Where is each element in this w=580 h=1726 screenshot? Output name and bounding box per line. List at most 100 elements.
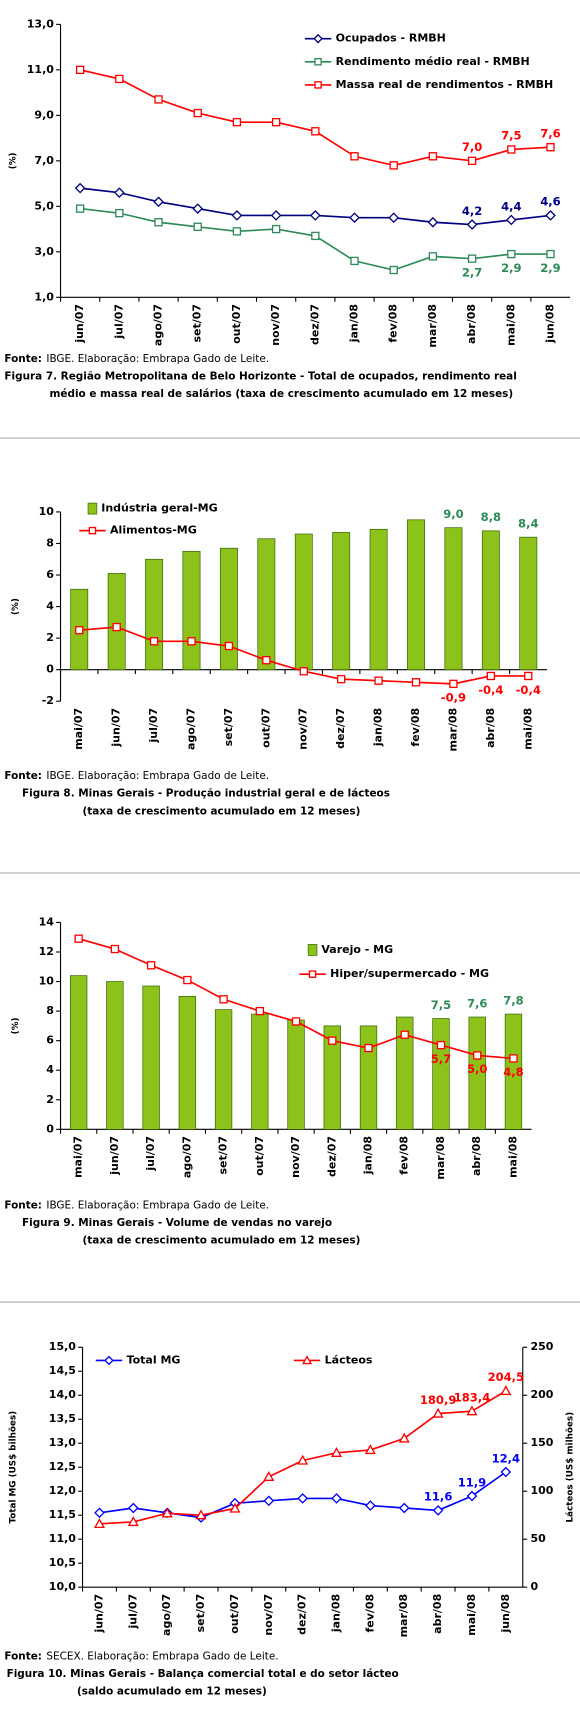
marker	[400, 1030, 409, 1039]
bar	[219, 547, 238, 670]
x-tick-label: mai/08	[465, 1594, 478, 1636]
marker	[365, 1500, 376, 1511]
value-label: 5,0	[467, 1062, 487, 1076]
bar	[214, 1009, 233, 1130]
marker	[299, 667, 308, 676]
bar	[504, 1013, 523, 1130]
marker	[75, 626, 84, 635]
x-tick-label: mai/08	[504, 304, 517, 346]
legend-label: Lácteos	[325, 1353, 373, 1366]
bar	[396, 1016, 414, 1130]
x-tick-label: jan/08	[330, 1594, 343, 1633]
x-tick-label: ago/07	[184, 708, 197, 750]
marker	[161, 1507, 173, 1518]
marker	[507, 145, 516, 154]
value-label: 2,9	[540, 261, 560, 275]
marker	[311, 231, 320, 241]
y-tick-label: 0	[46, 1122, 54, 1135]
marker	[350, 152, 359, 161]
x-tick-label: jul/07	[147, 708, 160, 744]
caption: (saldo acumulado em 12 meses)	[77, 1686, 267, 1698]
marker	[75, 65, 85, 75]
x-tick-label: set/07	[191, 304, 204, 343]
value-label: -0,4	[478, 683, 503, 697]
marker	[219, 995, 228, 1004]
marker	[187, 637, 196, 646]
value-label: 7,6	[540, 126, 560, 140]
value-label: 11,6	[424, 1490, 453, 1504]
marker	[398, 1502, 410, 1514]
source-text: IBGE. Elaboração: Embrapa Gado de Leite.	[46, 1199, 269, 1211]
legend-label: Varejo - MG	[321, 943, 393, 956]
bar	[257, 538, 276, 670]
bar	[481, 530, 500, 670]
value-label: 7,0	[462, 140, 482, 154]
legend-label: Indústria geral-MG	[101, 502, 217, 515]
source-label: Fonte:	[4, 1199, 42, 1211]
y-tick-label: 1,0	[34, 290, 54, 303]
bar	[323, 1025, 341, 1130]
marker	[411, 678, 421, 687]
legend-swatch	[87, 502, 98, 515]
bar	[178, 995, 197, 1130]
value-label: -0,9	[441, 691, 466, 705]
marker	[505, 214, 517, 226]
marker	[466, 1405, 478, 1416]
y-tick-label: 10	[39, 505, 55, 518]
y-tick-label: 12,0	[49, 1484, 76, 1497]
x-tick-label: fev/08	[409, 708, 422, 747]
marker	[271, 224, 281, 234]
value-label: 180,9	[420, 1393, 457, 1407]
marker	[546, 249, 555, 259]
bar	[407, 519, 425, 670]
marker	[94, 1507, 105, 1519]
value-label: 11,9	[458, 1475, 487, 1489]
y-tick-label: 13,0	[49, 1436, 76, 1449]
value-label: 7,5	[501, 129, 521, 143]
value-label: 7,5	[431, 998, 451, 1012]
x-tick-label: jan/08	[372, 708, 385, 747]
legend-label: Alimentos-MG	[110, 524, 197, 537]
x-tick-label: jul/07	[144, 1136, 157, 1172]
value-label: 183,4	[454, 1390, 491, 1404]
marker	[427, 216, 439, 228]
x-tick-label: mar/08	[426, 304, 439, 348]
marker	[153, 196, 164, 208]
y-tick-label: 8	[46, 1004, 54, 1017]
bar	[332, 532, 351, 670]
legend-swatch	[307, 944, 318, 956]
source-label: Fonte:	[4, 770, 42, 782]
bar	[432, 1018, 450, 1130]
x-tick-label: mai/07	[72, 1136, 85, 1178]
y-tick-label: 3,0	[34, 245, 54, 258]
y-tick-label: 8	[46, 536, 54, 549]
x-tick-label: mai/07	[72, 708, 85, 750]
x-tick-label: ago/07	[160, 1594, 173, 1636]
marker	[349, 212, 360, 224]
value-label: 204,5	[488, 1370, 525, 1384]
y2-tick-label: 0	[530, 1580, 538, 1593]
y-tick-label: 6	[46, 1034, 54, 1047]
x-tick-label: jun/07	[108, 1136, 121, 1176]
x-tick-label: abr/08	[470, 1136, 483, 1176]
marker	[432, 1407, 444, 1418]
source-label: Fonte:	[4, 1651, 42, 1663]
value-label: 4,6	[540, 195, 560, 209]
marker	[350, 256, 359, 266]
marker	[364, 1043, 373, 1053]
x-tick-label: mai/08	[506, 1136, 519, 1178]
caption: Figura 10. Minas Gerais - Balança comerc…	[7, 1668, 399, 1680]
y-tick-label: 14,0	[49, 1388, 76, 1401]
marker	[74, 934, 83, 943]
marker	[309, 210, 321, 221]
x-tick-label: fev/08	[387, 304, 400, 343]
marker	[74, 182, 86, 194]
x-tick-label: out/07	[259, 708, 272, 748]
value-label: 9,0	[443, 507, 463, 521]
bar	[107, 573, 126, 670]
y2-tick-label: 250	[530, 1340, 553, 1353]
marker	[127, 1516, 139, 1527]
y-tick-label: -2	[42, 694, 54, 707]
y-tick-label: 12	[39, 945, 54, 958]
